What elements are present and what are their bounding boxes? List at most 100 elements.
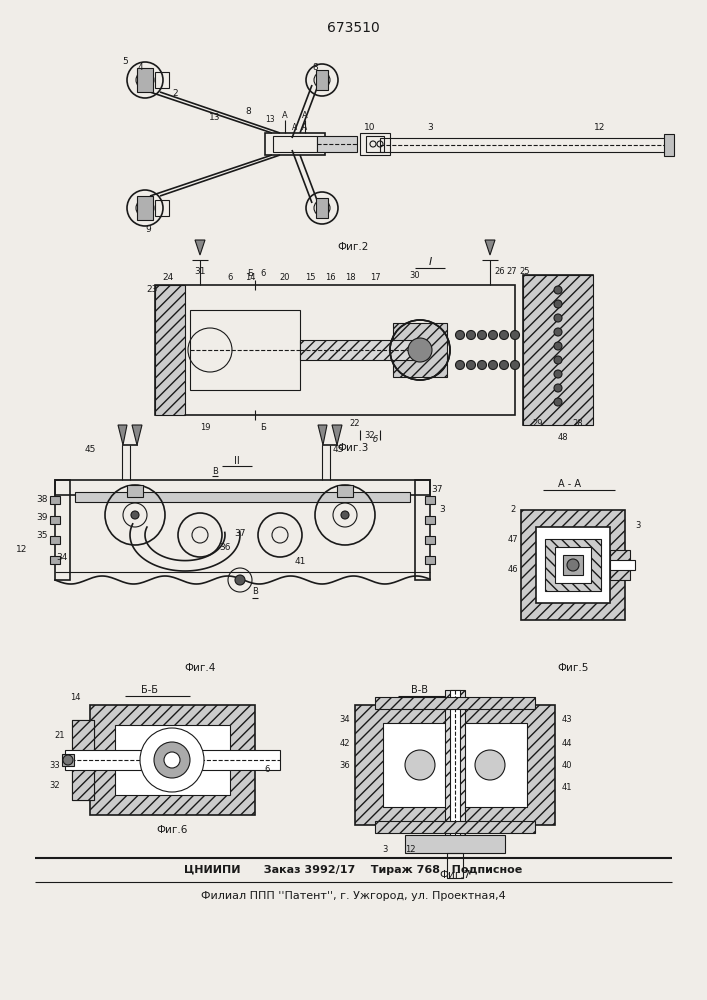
Bar (425, 516, 435, 524)
Circle shape (554, 398, 562, 406)
Text: 43: 43 (561, 716, 572, 724)
Text: 16: 16 (325, 273, 335, 282)
Circle shape (341, 511, 349, 519)
Text: 37: 37 (431, 486, 443, 494)
Text: A - A: A - A (559, 479, 581, 489)
Text: 32: 32 (365, 430, 375, 440)
Text: B: B (252, 587, 258, 596)
Text: 673510: 673510 (327, 21, 380, 35)
Circle shape (475, 750, 505, 780)
Circle shape (477, 330, 486, 340)
Text: 4: 4 (137, 64, 143, 73)
Bar (50, 536, 60, 544)
Text: 37: 37 (234, 528, 246, 538)
Text: 15: 15 (305, 273, 315, 282)
Text: 9: 9 (145, 226, 151, 234)
Bar (375, 821, 535, 833)
Text: 6: 6 (260, 268, 266, 277)
Text: A: A (303, 122, 308, 131)
Text: 28: 28 (573, 418, 583, 428)
Text: 34: 34 (339, 716, 350, 724)
Bar (355, 705, 555, 825)
Circle shape (154, 742, 190, 778)
Text: 33: 33 (49, 760, 60, 770)
Circle shape (455, 360, 464, 369)
Bar (425, 496, 435, 504)
Text: 6: 6 (264, 766, 269, 774)
Text: 41: 41 (294, 558, 305, 566)
Circle shape (140, 728, 204, 792)
Circle shape (455, 330, 464, 340)
Bar (55, 480, 70, 580)
Circle shape (554, 300, 562, 308)
Text: 3: 3 (382, 846, 387, 854)
Bar (445, 690, 465, 840)
Text: 2: 2 (510, 506, 515, 514)
Bar (50, 556, 60, 564)
Bar (137, 196, 153, 220)
Text: 17: 17 (370, 273, 380, 282)
Circle shape (510, 330, 520, 340)
Bar (523, 275, 593, 425)
Text: 45: 45 (332, 446, 344, 454)
Text: II: II (234, 456, 240, 466)
Polygon shape (195, 240, 205, 255)
Text: Фиг.3: Фиг.3 (337, 443, 368, 453)
Text: A: A (302, 111, 308, 120)
Circle shape (554, 370, 562, 378)
Circle shape (554, 342, 562, 350)
Bar (610, 560, 635, 570)
Circle shape (554, 384, 562, 392)
Bar (664, 134, 674, 156)
Bar (55, 480, 430, 495)
Text: Б: Б (260, 422, 266, 432)
Bar (366, 136, 384, 152)
Text: 20: 20 (280, 273, 291, 282)
Bar (115, 725, 230, 795)
Bar (383, 723, 527, 807)
Circle shape (554, 314, 562, 322)
Text: 3: 3 (427, 122, 433, 131)
Text: A: A (293, 122, 298, 131)
Circle shape (510, 360, 520, 369)
Text: 2: 2 (173, 89, 178, 98)
Bar (316, 70, 328, 90)
Bar (380, 138, 670, 152)
Bar (72, 720, 94, 800)
Text: 10: 10 (364, 122, 375, 131)
Bar (415, 480, 430, 580)
Text: В-В: В-В (411, 685, 428, 695)
Text: 14: 14 (245, 273, 255, 282)
Text: 42: 42 (340, 738, 350, 748)
Text: Фиг.6: Фиг.6 (156, 825, 187, 835)
Bar (317, 136, 357, 152)
Text: 36: 36 (219, 544, 230, 552)
Text: 47: 47 (508, 536, 518, 544)
Text: 22: 22 (350, 418, 361, 428)
Bar (555, 547, 591, 583)
Circle shape (408, 338, 432, 362)
Circle shape (554, 286, 562, 294)
Text: Фиг.4: Фиг.4 (185, 663, 216, 673)
Circle shape (500, 330, 508, 340)
Text: ЦНИИПИ      Заказ 3992/17    Тираж 768   Подписное: ЦНИИПИ Заказ 3992/17 Тираж 768 Подписное (184, 865, 522, 875)
Bar (50, 496, 60, 504)
Bar (273, 136, 317, 152)
Text: 26: 26 (495, 267, 506, 276)
Circle shape (131, 511, 139, 519)
Circle shape (235, 575, 245, 585)
Text: б: б (373, 436, 378, 444)
Text: 14: 14 (70, 692, 81, 702)
Text: Фиг.5: Фиг.5 (557, 663, 589, 673)
Text: Б: Б (247, 268, 253, 277)
Bar (265, 133, 325, 155)
Text: 24: 24 (163, 273, 174, 282)
Text: Фиг.7: Фиг.7 (439, 870, 471, 880)
Text: 12: 12 (404, 846, 415, 854)
Text: 25: 25 (520, 267, 530, 276)
Circle shape (467, 330, 476, 340)
Bar (190, 310, 300, 390)
Text: 45: 45 (84, 446, 95, 454)
Text: Б-Б: Б-Б (141, 685, 158, 695)
Text: 31: 31 (194, 267, 206, 276)
